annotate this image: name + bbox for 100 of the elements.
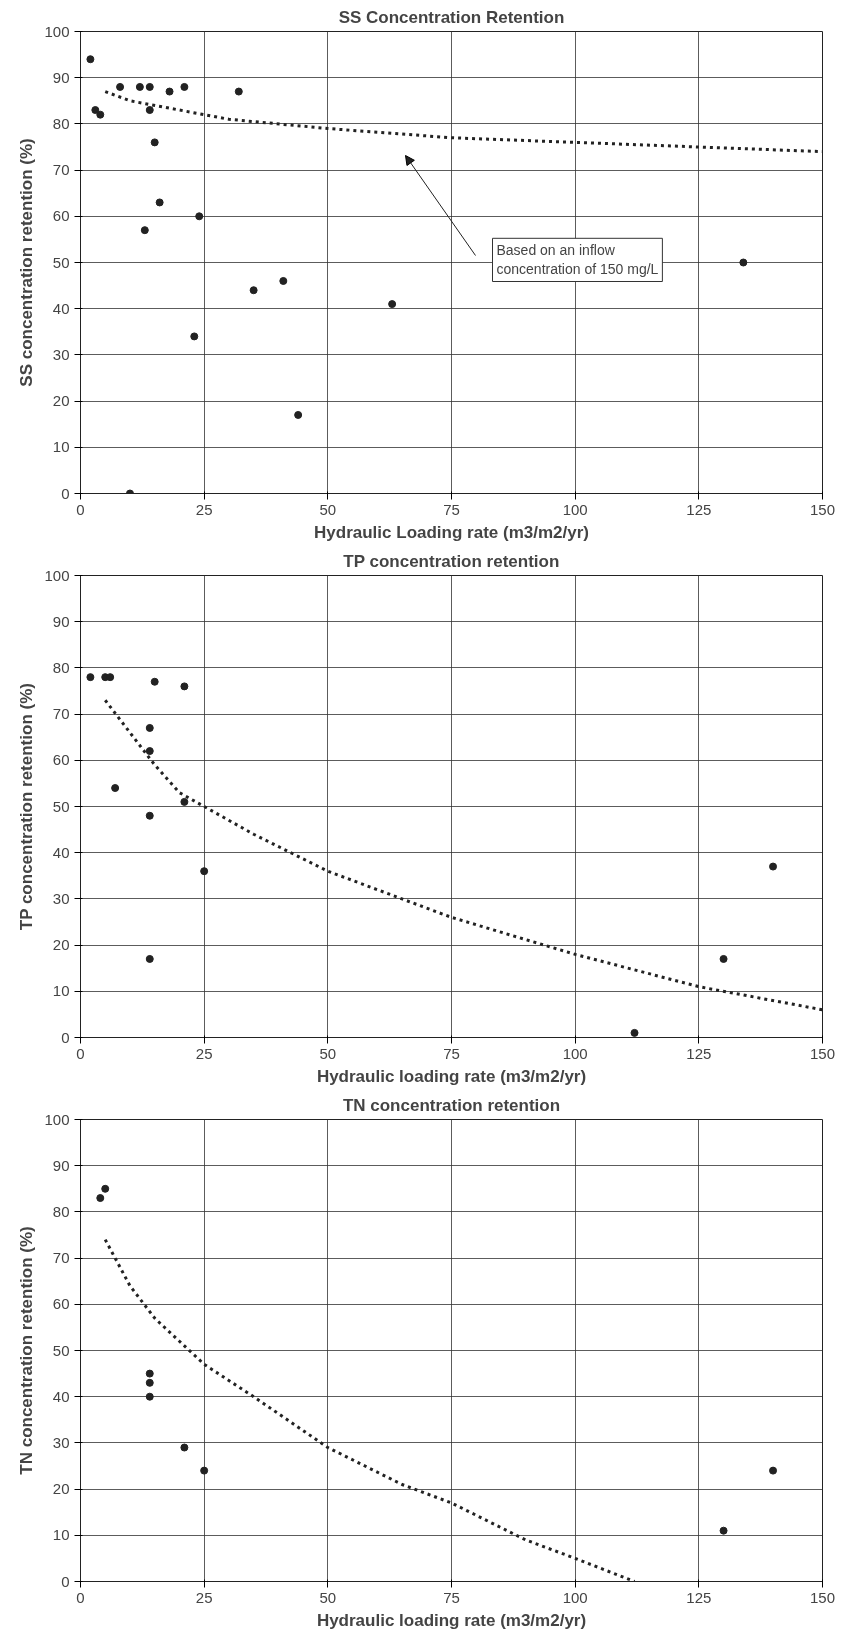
point [106, 673, 115, 682]
x-tick-label: 100 [562, 1044, 588, 1062]
point [739, 258, 748, 267]
point [180, 682, 189, 691]
y-tick-label: 20 [52, 392, 70, 410]
point [155, 198, 164, 207]
y-tick-label: 20 [52, 1480, 70, 1498]
point [145, 723, 154, 732]
point [190, 332, 199, 341]
x-tick-label: 125 [686, 1044, 712, 1062]
point [145, 1392, 154, 1401]
x-tick-label: 0 [76, 1044, 85, 1062]
y-tick-label: 50 [52, 797, 70, 815]
point [200, 867, 209, 876]
point [180, 1443, 189, 1452]
annotation: Based on an inflow concentration of 150 mg/L [496, 242, 659, 278]
y-tick-label: 70 [52, 161, 70, 179]
point [145, 747, 154, 756]
point [145, 811, 154, 820]
y-tick-label: 0 [61, 1028, 70, 1046]
x-tick-label: 150 [809, 1044, 836, 1062]
x-tick-label: 100 [562, 500, 588, 518]
y-tick-label: 60 [52, 207, 70, 225]
point [150, 138, 159, 147]
y-tick-label: 10 [52, 438, 70, 456]
y-tick-label: 80 [52, 114, 70, 132]
point [150, 677, 159, 686]
point [719, 1526, 728, 1535]
x-tick-label: 25 [195, 500, 213, 518]
point [91, 106, 100, 115]
x-tick-label: 25 [195, 1588, 213, 1606]
x-tick-label: 125 [686, 1588, 712, 1606]
point [96, 110, 105, 119]
point [111, 784, 120, 793]
x-tick-label: 150 [809, 1588, 836, 1606]
y-tick-label: 80 [52, 1202, 70, 1220]
chart-title: TN concentration retention [342, 1095, 561, 1115]
y-axis-title: SS concentration retention (%) [17, 138, 37, 387]
chart-title: SS Concentration Retention [338, 7, 565, 27]
y-tick-label: 0 [61, 1572, 70, 1590]
y-tick-label: 60 [52, 751, 70, 769]
line-series [103, 1238, 637, 1582]
point [180, 797, 189, 806]
point [388, 300, 397, 309]
y-tick-label: 40 [52, 299, 70, 317]
point [630, 1028, 639, 1037]
chart-title: TP concentration retention [343, 551, 560, 571]
y-tick-label: 100 [44, 1110, 70, 1128]
point [294, 410, 303, 419]
point [101, 1184, 110, 1193]
y-tick-label: 30 [52, 889, 70, 907]
y-tick-label: 30 [52, 345, 70, 363]
point [145, 82, 154, 91]
y-tick-label: 100 [44, 566, 70, 584]
x-tick-label: 75 [443, 1044, 460, 1062]
x-tick-label: 100 [562, 1588, 588, 1606]
y-tick-label: 100 [44, 22, 70, 40]
y-tick-label: 70 [52, 705, 70, 723]
y-tick-label: 50 [52, 253, 70, 271]
y-tick-label: 40 [52, 843, 70, 861]
x-tick-label: 50 [319, 1044, 337, 1062]
point [279, 276, 288, 285]
point [719, 954, 728, 963]
x-tick-label: 125 [686, 500, 712, 518]
y-tick-label: 90 [52, 68, 70, 86]
y-tick-label: 90 [52, 612, 70, 630]
point [116, 82, 125, 91]
point [145, 106, 154, 115]
x-axis-title: Hydraulic loading rate (m3/m2/yr) [316, 1610, 587, 1630]
x-tick-label: 0 [76, 500, 85, 518]
point [140, 226, 149, 235]
y-tick-label: 60 [52, 1295, 70, 1313]
point [200, 1466, 209, 1475]
y-tick-label: 80 [52, 658, 70, 676]
point [180, 82, 189, 91]
y-tick-label: 70 [52, 1249, 70, 1267]
point [86, 55, 95, 64]
y-tick-label: 30 [52, 1433, 70, 1451]
point [195, 212, 204, 221]
y-tick-label: 90 [52, 1156, 70, 1174]
x-tick-label: 75 [443, 1588, 460, 1606]
x-tick-label: 75 [443, 500, 460, 518]
x-tick-label: 50 [319, 500, 337, 518]
y-tick-label: 0 [61, 484, 70, 502]
point [135, 82, 144, 91]
point [769, 1466, 778, 1475]
y-tick-label: 50 [52, 1341, 70, 1359]
point [96, 1194, 105, 1203]
x-axis-title: Hydraulic loading rate (m3/m2/yr) [316, 1066, 587, 1086]
x-tick-label: 25 [195, 1044, 213, 1062]
point [769, 862, 778, 871]
point [249, 286, 258, 295]
y-tick-label: 40 [52, 1387, 70, 1405]
y-axis-title: TP concentration retention (%) [17, 683, 37, 931]
x-tick-label: 0 [76, 1588, 85, 1606]
x-axis-title: Hydraulic Loading rate (m3/m2/yr) [314, 522, 589, 542]
point [234, 87, 243, 96]
y-tick-label: 20 [52, 936, 70, 954]
point [86, 673, 95, 682]
y-tick-label: 10 [52, 982, 70, 1000]
